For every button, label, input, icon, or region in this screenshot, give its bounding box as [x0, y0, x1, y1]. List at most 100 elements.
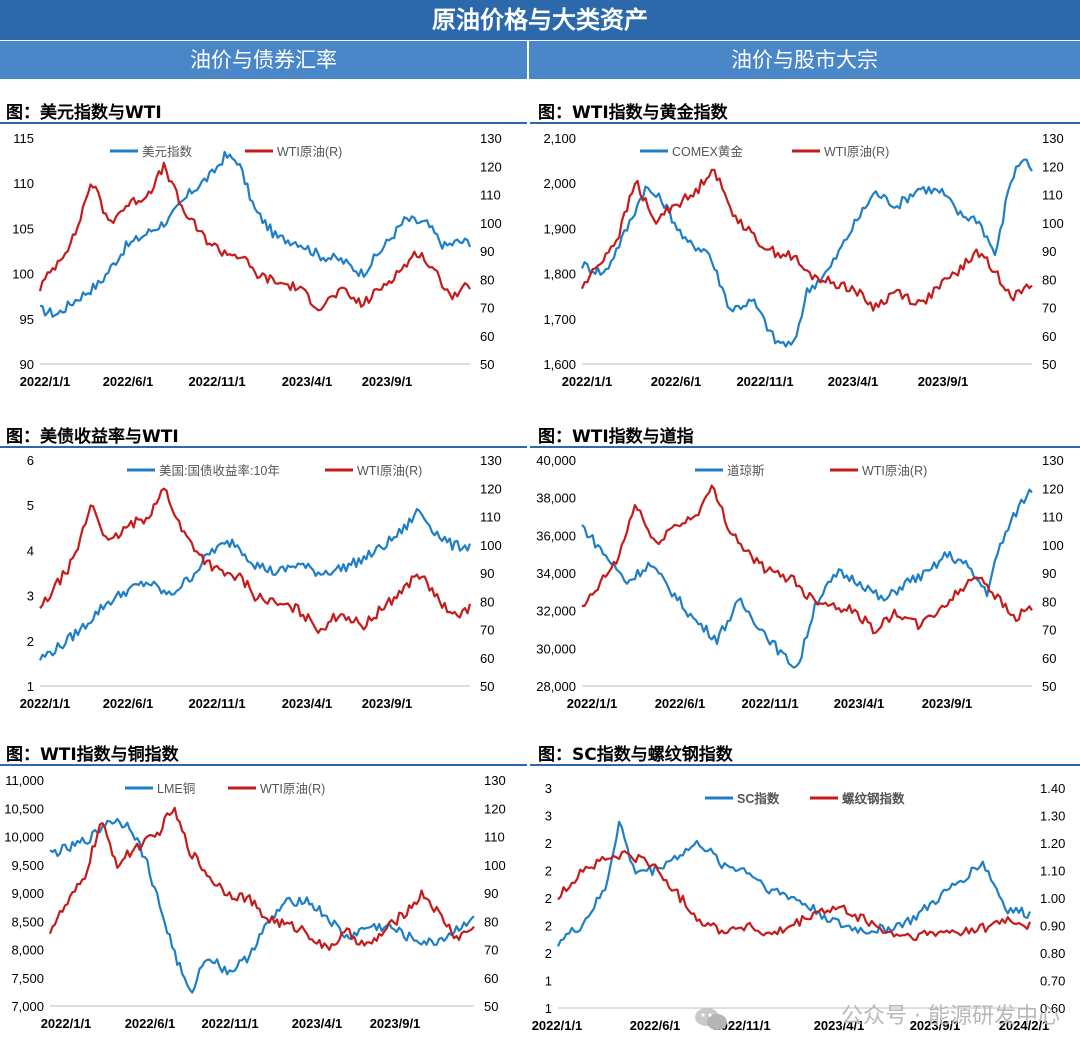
y-left-tick-label: 2,100	[543, 131, 576, 146]
y-left-tick-label: 115	[13, 131, 34, 146]
y-right-tick-label: 0.90	[1040, 919, 1065, 934]
x-tick-label: 2023/4/1	[282, 696, 333, 711]
y-right-tick-label: 1.20	[1040, 836, 1065, 851]
series-line-primary	[49, 817, 475, 994]
y-right-tick-label: 70	[480, 623, 494, 638]
legend-label: LME铜	[157, 781, 195, 796]
y-right-tick-label: 130	[1042, 453, 1064, 468]
chart-yield-wti: 6 5 4 3 2 1 130 120 110 100 90 80 70 60 50 2022/1/1 2022…	[0, 448, 527, 726]
x-tick-label: 2023/9/1	[362, 696, 413, 711]
series-line-secondary	[557, 850, 1032, 942]
y-left-tick-label: 2,000	[543, 176, 576, 191]
y-left-tick-label: 1,900	[543, 221, 576, 236]
y-right-tick-label: 120	[1042, 159, 1064, 174]
y-left-tick-label: 2	[545, 864, 552, 879]
y-left-tick-label: 8,500	[11, 914, 44, 929]
series-line-secondary	[39, 487, 472, 634]
x-tick-label: 2022/6/1	[125, 1016, 176, 1031]
y-left-tick-label: 95	[20, 312, 34, 327]
y-left-tick-label: 40,000	[536, 453, 576, 468]
y-left-tick-label: 1	[27, 679, 34, 694]
y-left-tick-label: 1	[545, 1001, 552, 1016]
series-line-secondary	[580, 168, 1033, 312]
legend-label: WTI原油(R)	[824, 145, 889, 159]
y-left-tick-label: 3	[545, 809, 552, 824]
y-right-tick-label: 0.70	[1040, 974, 1065, 989]
y-right-tick-label: 80	[1042, 594, 1056, 609]
divider	[530, 764, 1080, 766]
y-right-tick-label: 90	[1042, 244, 1056, 259]
chart-dow-wti: 40,000 38,000 36,000 34,000 32,000 30,000 28,0…	[530, 448, 1080, 726]
x-tick-label: 2022/11/1	[741, 696, 798, 711]
y-right-tick-label: 70	[1042, 301, 1056, 316]
y-left-tick-label: 30,000	[536, 641, 576, 656]
chart-title-yield: 图：美债收益率与WTI	[6, 427, 179, 447]
y-left-tick-label: 110	[13, 176, 34, 191]
divider	[0, 122, 527, 124]
y-left-tick-label: 6	[27, 453, 34, 468]
y-right-tick-label: 100	[484, 858, 506, 873]
chart-copper-wti: 11,000 10,500 10,000 9,500 9,000 8,500 8,000 7,…	[0, 766, 527, 1046]
y-right-tick-label: 60	[1042, 329, 1056, 344]
y-left-tick-label: 3	[27, 589, 34, 604]
chart-title-dow: 图：WTI指数与道指	[538, 427, 694, 447]
x-tick-label: 2023/4/1	[292, 1016, 343, 1031]
y-right-tick-label: 70	[484, 943, 498, 958]
y-left-tick-label: 3	[545, 781, 552, 796]
chart-title-usd: 图：美元指数与WTI	[6, 103, 162, 123]
watermark-text: 公众号 · 能源研发中心	[841, 1004, 1060, 1029]
x-tick-label: 2023/4/1	[814, 1018, 865, 1033]
wechat-icon	[695, 1008, 727, 1030]
x-tick-label: 2022/6/1	[103, 696, 154, 711]
y-right-tick-label: 110	[480, 510, 501, 525]
y-left-tick-label: 32,000	[536, 604, 576, 619]
y-right-tick-label: 0.80	[1040, 946, 1065, 961]
x-tick-label: 2022/1/1	[41, 1016, 92, 1031]
x-tick-label: 2022/11/1	[713, 1018, 770, 1033]
x-tick-label: 2022/11/1	[188, 696, 245, 711]
y-left-tick-label: 5	[27, 498, 34, 513]
legend-label: WTI原油(R)	[277, 145, 342, 159]
y-right-tick-label: 60	[484, 971, 498, 986]
y-right-tick-label: 130	[480, 131, 502, 146]
y-right-tick-label: 110	[1042, 188, 1063, 203]
series-line-primary	[581, 488, 1033, 669]
y-right-tick-label: 60	[1042, 651, 1056, 666]
y-left-tick-label: 34,000	[536, 566, 576, 581]
x-tick-label: 2022/1/1	[567, 696, 618, 711]
x-tick-label: 2022/11/1	[736, 374, 793, 389]
y-right-tick-label: 100	[1042, 538, 1064, 553]
y-right-tick-label: 130	[484, 773, 506, 788]
x-tick-label: 2022/1/1	[20, 374, 71, 389]
y-left-tick-label: 100	[12, 267, 34, 282]
y-right-tick-label: 1.10	[1040, 864, 1065, 879]
y-right-tick-label: 80	[480, 594, 494, 609]
chart-title-sc: 图：SC指数与螺纹钢指数	[538, 745, 733, 765]
legend-label: WTI原油(R)	[862, 464, 927, 478]
x-tick-label: 2022/1/1	[20, 696, 71, 711]
y-right-tick-label: 130	[480, 453, 502, 468]
chart-title-gold: 图：WTI指数与黄金指数	[538, 103, 728, 123]
y-left-tick-label: 2	[27, 634, 34, 649]
y-right-tick-label: 90	[1042, 566, 1056, 581]
series-line-primary	[557, 820, 1032, 947]
legend-label: WTI原油(R)	[260, 782, 325, 796]
y-left-tick-label: 7,000	[11, 999, 44, 1014]
series-line-secondary	[38, 161, 471, 312]
y-right-tick-label: 100	[480, 538, 502, 553]
y-right-tick-label: 130	[1042, 131, 1064, 146]
page-title: 原油价格与大类资产	[0, 0, 1080, 40]
y-left-tick-label: 36,000	[536, 528, 576, 543]
y-left-tick-label: 2	[545, 946, 552, 961]
divider	[530, 446, 1080, 448]
y-left-tick-label: 90	[20, 357, 34, 372]
y-right-tick-label: 50	[480, 357, 494, 372]
y-right-tick-label: 60	[480, 329, 494, 344]
y-left-tick-label: 2	[545, 919, 552, 934]
series-line-primary	[580, 158, 1033, 348]
chart-gold-wti: 2,100 2,000 1,900 1,800 1,700 1,600 130 120 110 1…	[530, 124, 1080, 406]
series-line-secondary	[582, 484, 1033, 635]
x-tick-label: 2023/4/1	[282, 374, 333, 389]
y-right-tick-label: 50	[484, 999, 498, 1014]
legend-label: 美国:国债收益率:10年	[159, 463, 280, 478]
